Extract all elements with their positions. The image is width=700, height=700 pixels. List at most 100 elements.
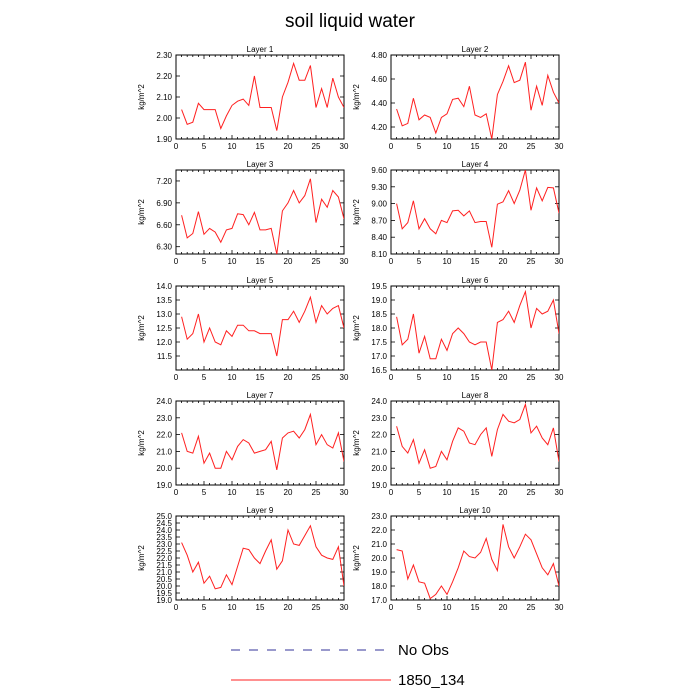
x-tick-label: 10: [443, 603, 452, 612]
panel-layer-3: Layer 3 kg/m^2 0 5 10 15 20 25 30 6.30 6.60 6.90 7.2…: [137, 160, 349, 266]
x-tick-label: 0: [174, 373, 179, 382]
x-tick-label: 30: [340, 142, 349, 151]
y-tick-label: 20.0: [371, 554, 387, 563]
x-tick-label: 20: [284, 603, 293, 612]
y-tick-label: 23.0: [156, 414, 172, 423]
y-tick-label: 2.20: [156, 72, 172, 81]
x-tick-label: 5: [417, 488, 422, 497]
y-axis-label: kg/m^2: [352, 430, 361, 456]
figure-title: soil liquid water: [285, 11, 416, 32]
y-axis-label: kg/m^2: [137, 545, 146, 571]
x-tick-label: 0: [389, 257, 394, 266]
series-line: [181, 295, 344, 357]
x-tick-label: 20: [499, 603, 508, 612]
x-tick-label: 5: [202, 373, 207, 382]
y-tick-label: 21.5: [156, 561, 172, 570]
y-tick-label: 19.0: [371, 481, 387, 490]
x-tick-label: 30: [340, 488, 349, 497]
x-tick-label: 20: [499, 373, 508, 382]
panel-title: Layer 8: [462, 391, 489, 400]
x-tick-label: 25: [527, 373, 536, 382]
panel-layer-9: Layer 9 kg/m^2 0 5 10 15 20 25 30 19.019.520.020.…: [137, 506, 349, 612]
series-line: [181, 178, 344, 254]
x-tick-label: 10: [228, 488, 237, 497]
plot-frame: [175, 515, 345, 601]
x-tick-label: 30: [555, 373, 564, 382]
y-tick-label: 17.0: [371, 596, 387, 605]
y-tick-label: 23.0: [156, 540, 172, 549]
panel-layer-5: Layer 5 kg/m^2 0 5 10 15 20 25 30 11.5 12.0 12.5 13.…: [137, 276, 349, 382]
x-tick-label: 15: [471, 488, 480, 497]
x-tick-label: 10: [228, 257, 237, 266]
panel-layer-10: Layer 10 kg/m^2 0 5 10 15 20 25 30 17.0 18.0 19.0 20…: [352, 506, 564, 612]
y-tick-label: 21.0: [156, 447, 172, 456]
y-tick-label: 22.0: [371, 431, 387, 440]
x-tick-label: 30: [555, 257, 564, 266]
y-axis-label: kg/m^2: [352, 315, 361, 341]
y-axis-label: kg/m^2: [352, 545, 361, 571]
x-tick-label: 30: [555, 603, 564, 612]
y-tick-label: 23.0: [371, 414, 387, 423]
y-tick-label: 8.10: [371, 250, 387, 259]
y-tick-label: 13.0: [156, 310, 172, 319]
x-tick-label: 5: [202, 488, 207, 497]
x-tick-label: 15: [471, 257, 480, 266]
y-axis-label: kg/m^2: [137, 315, 146, 341]
y-tick-label: 19.0: [156, 481, 172, 490]
y-tick-label: 22.0: [371, 526, 387, 535]
x-tick-label: 15: [256, 603, 265, 612]
series-line: [396, 170, 559, 248]
y-tick-label: 24.5: [156, 519, 172, 528]
x-tick-label: 25: [312, 373, 321, 382]
y-tick-label: 23.0: [371, 512, 387, 521]
x-tick-label: 5: [202, 603, 207, 612]
y-tick-label: 19.0: [371, 568, 387, 577]
y-tick-label: 1.90: [156, 135, 172, 144]
y-tick-label: 19.5: [156, 589, 172, 598]
y-tick-label: 2.00: [156, 114, 172, 123]
y-axis-label: kg/m^2: [137, 430, 146, 456]
y-tick-label: 6.90: [156, 199, 172, 208]
x-tick-label: 5: [417, 603, 422, 612]
y-tick-label: 17.0: [371, 352, 387, 361]
x-tick-label: 15: [256, 142, 265, 151]
x-tick-label: 10: [228, 142, 237, 151]
x-tick-label: 15: [471, 603, 480, 612]
panel-layer-4: Layer 4 kg/m^2 0 5 10 15 20 25 30 8.10 8.40 8.70 9.0…: [352, 160, 564, 266]
x-tick-label: 15: [256, 488, 265, 497]
x-tick-label: 20: [284, 257, 293, 266]
y-tick-label: 17.5: [371, 338, 387, 347]
x-tick-label: 20: [499, 488, 508, 497]
y-tick-label: 2.10: [156, 93, 172, 102]
x-tick-label: 5: [417, 257, 422, 266]
y-tick-label: 4.20: [371, 123, 387, 132]
y-tick-label: 25.0: [156, 512, 172, 521]
plot-frame: [390, 169, 560, 255]
series-line: [181, 61, 344, 131]
y-tick-label: 14.0: [156, 282, 172, 291]
y-axis-label: kg/m^2: [137, 199, 146, 225]
x-tick-label: 30: [340, 373, 349, 382]
x-tick-label: 0: [174, 257, 179, 266]
x-tick-label: 10: [228, 373, 237, 382]
y-tick-label: 21.0: [371, 447, 387, 456]
y-tick-label: 18.5: [371, 310, 387, 319]
x-tick-label: 0: [389, 603, 394, 612]
x-tick-label: 25: [312, 257, 321, 266]
x-tick-label: 25: [312, 603, 321, 612]
series-line: [396, 402, 559, 469]
y-tick-label: 21.0: [371, 540, 387, 549]
panel-title: Layer 3: [247, 160, 274, 169]
y-tick-label: 6.60: [156, 221, 172, 230]
series-line: [181, 412, 344, 470]
panel-layer-6: Layer 6 kg/m^2 0 5 10 15 20 25 30 16.5 17.0 17.5 18.…: [352, 276, 564, 382]
y-tick-label: 12.0: [156, 338, 172, 347]
x-tick-label: 15: [256, 373, 265, 382]
y-tick-label: 6.30: [156, 243, 172, 252]
panel-title: Layer 4: [462, 160, 489, 169]
panel-title: Layer 10: [459, 506, 491, 515]
x-tick-label: 10: [443, 488, 452, 497]
x-tick-label: 25: [527, 603, 536, 612]
y-tick-label: 19.0: [371, 296, 387, 305]
